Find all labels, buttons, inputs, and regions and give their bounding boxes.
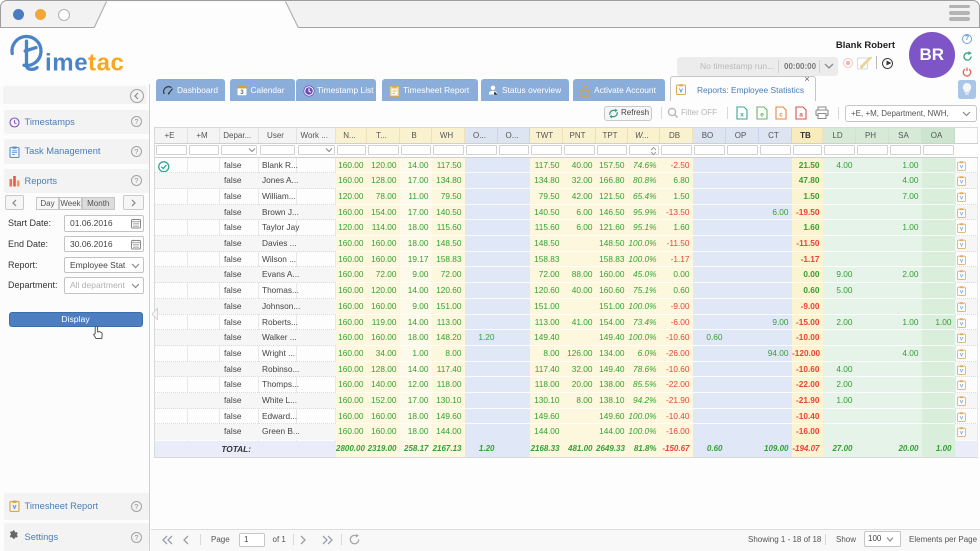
svg-text:tac: tac bbox=[88, 50, 125, 77]
svg-text:e: e bbox=[760, 112, 764, 119]
svg-text:a: a bbox=[799, 112, 803, 119]
svg-text:ime: ime bbox=[45, 50, 88, 77]
svg-text:x: x bbox=[740, 112, 744, 119]
svg-text:3: 3 bbox=[240, 90, 244, 96]
svg-text:c: c bbox=[779, 112, 783, 119]
